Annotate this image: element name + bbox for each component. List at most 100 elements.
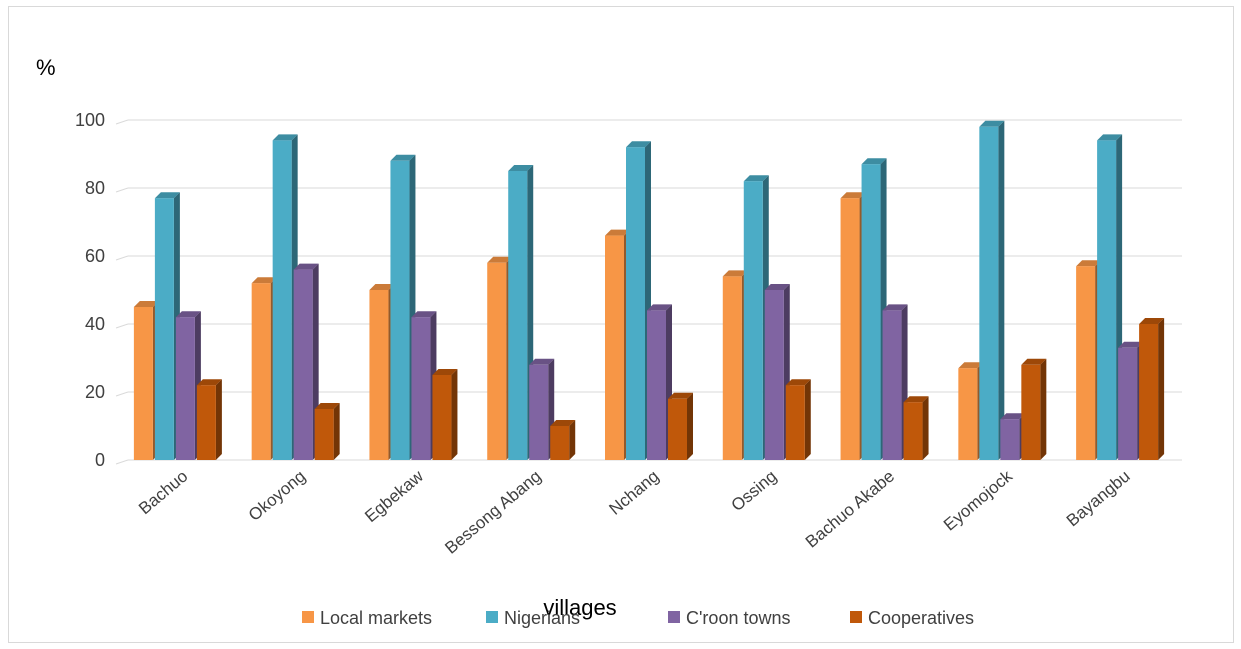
y-tick-label: 40 — [85, 314, 105, 334]
bar-top — [979, 120, 1005, 127]
bar-top — [1000, 413, 1026, 420]
bar-top — [508, 165, 534, 171]
bar-front — [293, 269, 313, 460]
bar-front — [529, 364, 549, 460]
bar-front — [432, 375, 452, 460]
bar-top — [605, 229, 630, 236]
bar-side — [1040, 358, 1047, 460]
bar-front — [605, 235, 624, 460]
bar — [785, 379, 811, 460]
bar-side — [687, 392, 693, 460]
bar — [764, 284, 790, 460]
bar-front — [743, 181, 763, 460]
bar-top — [958, 362, 984, 369]
legend: Local markets Nigerians C'roon towns Cooper… — [302, 608, 974, 628]
bar-front — [764, 290, 784, 460]
bar-front — [785, 385, 805, 460]
bar-front — [1139, 324, 1159, 460]
bar — [550, 420, 576, 460]
bar-top — [1021, 358, 1047, 365]
bar-front — [314, 409, 334, 460]
bar-front — [1118, 347, 1138, 460]
bar-top — [196, 379, 222, 386]
bar-front — [668, 398, 687, 460]
bar-top — [882, 304, 908, 311]
bar-front — [369, 290, 389, 460]
bar-top — [722, 270, 748, 277]
bar-front — [722, 276, 742, 460]
legend-label: Nigerians — [504, 608, 580, 628]
bar-front — [196, 385, 216, 460]
bar-front — [550, 426, 570, 460]
bar-front — [882, 310, 902, 460]
bar — [1021, 358, 1047, 460]
bars — [133, 120, 1165, 461]
x-tick-labels: Bachuo Okoyong Egbekaw Bessong Abang Nchang O… — [135, 466, 1134, 558]
gridline-depth — [115, 187, 129, 193]
gridline-depth — [115, 391, 129, 397]
bar-top — [647, 304, 672, 311]
x-tick-label: Bachuo — [135, 467, 191, 519]
bar-top — [785, 379, 811, 386]
bar — [508, 165, 534, 460]
legend-swatch — [850, 611, 862, 623]
bar-front — [1076, 266, 1096, 460]
bar-side — [804, 379, 811, 460]
x-tick-label: Okoyong — [245, 467, 309, 525]
gridline-depth — [115, 255, 129, 261]
bar-top — [432, 369, 458, 375]
x-tick-label: Bayangbu — [1063, 467, 1134, 531]
bar-side — [998, 120, 1005, 461]
y-axis-title: % — [36, 55, 56, 80]
bar-top — [175, 311, 201, 318]
bar — [1139, 318, 1165, 460]
bar — [314, 403, 340, 460]
bar-front — [1021, 364, 1041, 460]
x-tick-label: Bachuo Akabe — [802, 467, 898, 552]
bar-top — [1097, 134, 1123, 141]
bar-top — [1139, 318, 1165, 324]
bar-top — [764, 284, 790, 290]
bar-top — [1118, 341, 1144, 348]
bar-top — [154, 192, 180, 199]
legend-swatch — [302, 611, 314, 623]
bar-side — [215, 379, 222, 460]
bar-top — [272, 134, 298, 141]
legend-label: Local markets — [320, 608, 432, 628]
legend-item: Nigerians — [486, 608, 580, 628]
bar-top — [390, 154, 416, 161]
bar-front — [175, 317, 195, 460]
bar — [432, 369, 458, 460]
bar-top — [314, 403, 340, 409]
bar-top — [626, 141, 651, 148]
bar-front — [154, 198, 174, 460]
legend-label: Cooperatives — [868, 608, 974, 628]
bar-side — [569, 420, 576, 460]
x-axis-title: villages — [543, 595, 616, 620]
bar-front — [1097, 140, 1117, 460]
bar-top — [487, 256, 513, 263]
bar-front — [903, 402, 923, 460]
y-tick-labels: 0 20 40 60 80 100 — [75, 110, 105, 470]
bar-front — [390, 160, 410, 461]
bar-top — [903, 396, 929, 403]
bar-front — [979, 126, 999, 461]
bar-front — [487, 262, 507, 460]
bar-top — [411, 311, 437, 318]
legend-item: Local markets — [302, 608, 432, 628]
bar-front — [411, 317, 431, 460]
legend-item: Cooperatives — [850, 608, 974, 628]
bar-front — [958, 368, 978, 460]
bar-front — [840, 198, 860, 460]
bar-top — [369, 284, 395, 290]
bar-side — [922, 396, 929, 460]
bar-side — [451, 369, 458, 460]
y-tick-label: 0 — [95, 450, 105, 470]
bar-top — [861, 158, 887, 165]
bar — [626, 141, 651, 460]
bar-front — [861, 164, 881, 460]
bar-side — [333, 403, 340, 460]
gridline-depth — [115, 119, 129, 125]
x-tick-label: Nchang — [605, 467, 662, 519]
